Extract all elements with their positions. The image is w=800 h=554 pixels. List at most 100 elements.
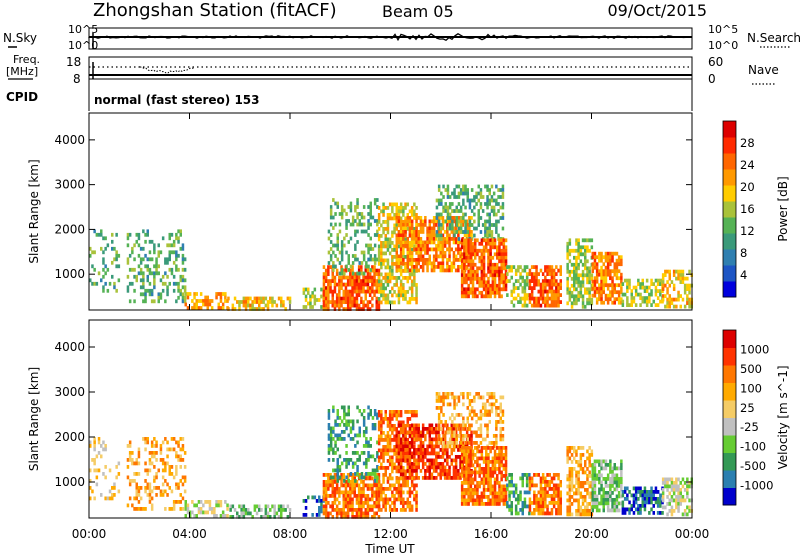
range-cell — [467, 495, 470, 499]
range-cell — [664, 294, 667, 298]
range-cell — [501, 188, 505, 192]
range-cell — [89, 486, 92, 490]
range-cell — [368, 483, 372, 488]
range-cell — [440, 202, 443, 206]
range-cell — [501, 409, 505, 414]
range-cell — [371, 504, 374, 509]
range-cell — [557, 296, 560, 301]
range-cell — [459, 223, 463, 227]
range-cell — [386, 237, 390, 242]
range-cell — [347, 405, 350, 410]
range-cell — [668, 283, 671, 288]
range-cell — [470, 233, 473, 238]
range-cell — [388, 438, 392, 442]
range-cell — [514, 487, 518, 491]
range-cell — [388, 251, 392, 256]
range-cell — [508, 483, 511, 488]
range-cell — [391, 234, 394, 238]
range-cell — [437, 254, 440, 259]
range-cell — [559, 504, 562, 509]
range-cell — [502, 502, 506, 506]
range-cell — [537, 289, 540, 294]
range-cell — [362, 275, 365, 280]
range-cell — [457, 427, 461, 431]
range-cell — [498, 255, 501, 260]
range-cell — [428, 423, 431, 428]
range-cell — [546, 282, 549, 287]
range-cell — [460, 245, 464, 250]
range-cell — [153, 246, 156, 251]
range-cell — [491, 474, 495, 478]
range-cell — [617, 293, 621, 298]
range-cell — [386, 300, 390, 305]
range-cell — [528, 293, 532, 297]
range-cell — [550, 265, 554, 269]
n-search-label: N.Search — [747, 31, 800, 45]
range-cell — [170, 267, 174, 272]
range-cell — [368, 289, 372, 294]
range-cell — [344, 293, 348, 297]
range-cell — [555, 303, 558, 308]
range-cell — [240, 515, 243, 519]
range-cell — [490, 209, 494, 213]
range-cell — [432, 223, 436, 227]
range-cell — [329, 300, 332, 304]
range-cell — [393, 462, 396, 467]
range-cell — [406, 202, 409, 207]
range-cell — [393, 216, 396, 221]
range-cell — [443, 230, 447, 234]
range-cell — [497, 406, 500, 410]
range-cell — [491, 456, 495, 461]
range-cell — [360, 215, 364, 220]
range-cell — [215, 514, 218, 518]
range-cell — [683, 290, 687, 295]
range-cell — [482, 488, 486, 492]
range-cell — [468, 392, 472, 396]
range-cell — [329, 480, 332, 484]
range-cell — [159, 451, 163, 455]
range-cell — [93, 250, 96, 255]
range-cell — [413, 441, 416, 445]
range-cell — [410, 451, 414, 456]
range-cell — [677, 273, 680, 277]
range-cell — [399, 286, 403, 291]
range-cell — [340, 511, 343, 516]
range-cell — [393, 290, 396, 294]
range-cell — [380, 462, 383, 467]
range-cell — [368, 286, 372, 290]
range-cell — [380, 487, 383, 491]
range-cell — [356, 257, 359, 262]
range-cell — [327, 286, 330, 290]
range-cell — [177, 236, 180, 241]
range-cell — [668, 301, 671, 305]
range-cell — [492, 441, 496, 445]
range-cell — [406, 444, 409, 449]
range-cell — [161, 475, 165, 480]
range-cell — [397, 297, 401, 301]
range-cell — [402, 490, 405, 495]
range-cell — [506, 501, 509, 505]
range-cell — [492, 212, 496, 217]
range-cell — [351, 261, 355, 265]
range-cell — [502, 266, 506, 271]
range-cell — [402, 483, 405, 488]
range-cell — [577, 280, 580, 285]
range-cell — [366, 501, 370, 505]
range-cell — [231, 515, 235, 519]
range-cell — [373, 468, 377, 473]
range-cell — [482, 273, 486, 278]
range-cell — [478, 495, 481, 499]
range-cell — [410, 209, 414, 214]
range-cell — [566, 509, 569, 513]
range-cell — [470, 409, 474, 414]
range-cell — [395, 276, 398, 280]
range-cell — [373, 423, 377, 427]
range-cell — [586, 280, 589, 285]
range-cell — [474, 287, 477, 292]
range-cell — [440, 409, 443, 414]
range-cell — [395, 226, 398, 231]
range-cell — [397, 487, 401, 491]
range-cell — [135, 232, 138, 237]
range-cell — [340, 208, 344, 213]
range-cell — [430, 240, 434, 245]
